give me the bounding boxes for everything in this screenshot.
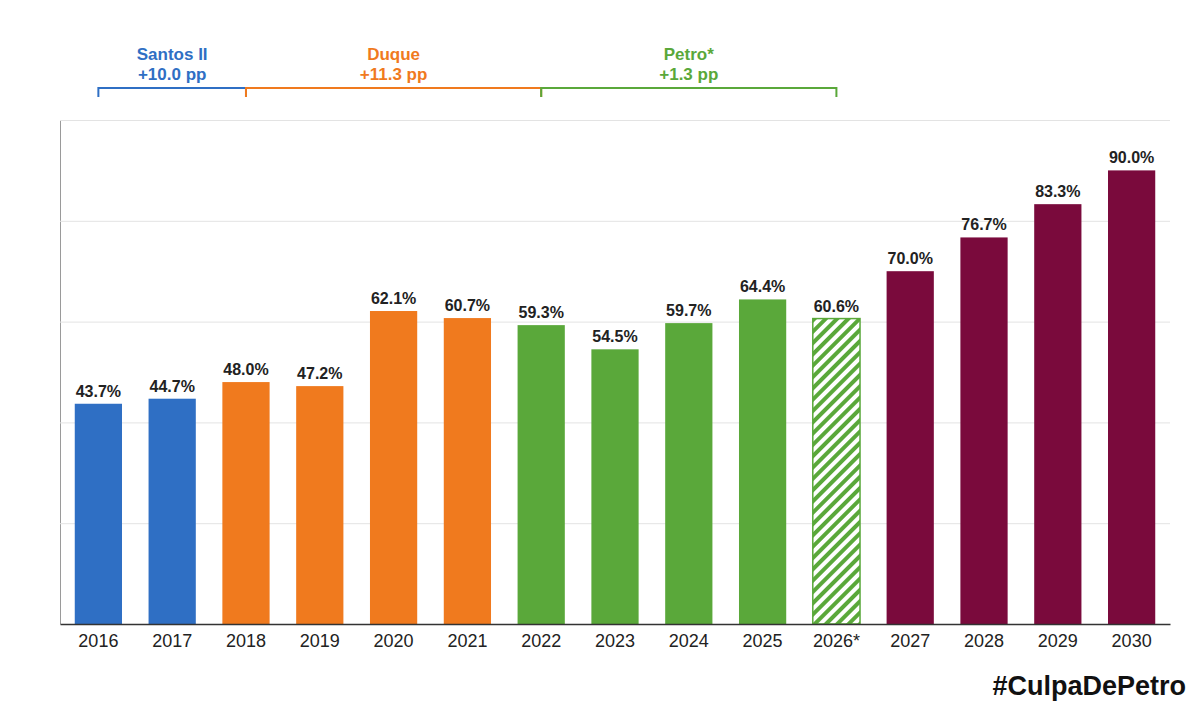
bars [75, 170, 1155, 624]
x-axis: 2016 2017 2018 2019 2020 2021 2022 2023 2024 2025… [61, 624, 1171, 651]
bar [444, 318, 491, 624]
bar [887, 271, 934, 624]
x-tick-label: 2020 [374, 631, 414, 651]
bar [960, 237, 1007, 624]
bracket-delta: +11.3 pp [360, 65, 428, 84]
x-tick: 2027 [890, 624, 930, 651]
x-tick: 2019 [300, 624, 340, 651]
x-tick-label: 2025 [743, 631, 783, 651]
bracket [246, 88, 541, 97]
bar [370, 311, 417, 624]
data-labels: 43.7% 44.7% 48.0% 47.2% 62.1% 60.7% 59.3% 54.5%… [76, 149, 1155, 399]
data-label: 54.5% [592, 328, 637, 345]
x-tick: 2023 [595, 624, 635, 651]
x-tick-label: 2022 [521, 631, 561, 651]
y-axis-line [61, 121, 1171, 625]
bar [75, 404, 122, 624]
y-tick [60, 624, 1170, 625]
data-label: 60.7% [445, 297, 490, 314]
x-tick: 2028 [964, 624, 1004, 651]
x-tick-label: 2019 [300, 631, 340, 651]
x-tick-label: 2023 [595, 631, 635, 651]
x-tick-label: 2021 [447, 631, 487, 651]
data-label: 60.6% [814, 298, 859, 315]
bar [518, 325, 565, 624]
x-tick: 2016 [78, 624, 118, 651]
hashtag: #CulpaDePetro [992, 671, 1186, 701]
bracket-title: Santos II [137, 45, 208, 64]
bar [665, 323, 712, 624]
annotations: Santos II+10.0 pp Duque+11.3 pp Petro*+1.3… [98, 45, 836, 97]
y-tick [60, 120, 1170, 121]
data-label: 76.7% [961, 216, 1006, 233]
x-tick-label: 2024 [669, 631, 709, 651]
bar [222, 382, 269, 624]
data-label: 59.7% [666, 302, 711, 319]
data-label: 70.0% [888, 250, 933, 267]
data-label: 64.4% [740, 278, 785, 295]
data-label: 43.7% [76, 383, 121, 400]
bar [813, 319, 860, 624]
x-tick-label: 2017 [152, 631, 192, 651]
x-tick-label: 2018 [226, 631, 266, 651]
data-label: 90.0% [1109, 149, 1154, 166]
x-tick-label: 2027 [890, 631, 930, 651]
x-tick: 2021 [447, 624, 487, 651]
x-tick-label: 2029 [1038, 631, 1078, 651]
bar [149, 399, 196, 624]
data-label: 44.7% [149, 378, 194, 395]
x-tick: 2022 [521, 624, 561, 651]
data-label: 59.3% [519, 304, 564, 321]
x-tick-label: 2026* [813, 631, 860, 651]
x-tick: 2020 [374, 624, 414, 651]
bracket-title: Petro* [664, 45, 714, 64]
data-label: 62.1% [371, 290, 416, 307]
x-tick: 2017 [152, 624, 192, 651]
data-label: 83.3% [1035, 183, 1080, 200]
x-tick-label: 2016 [78, 631, 118, 651]
x-axis-line [61, 624, 1171, 626]
x-tick-label: 2030 [1112, 631, 1152, 651]
x-tick: 2026* [813, 624, 860, 651]
bracket-title: Duque [367, 45, 420, 64]
x-tick: 2029 [1038, 624, 1078, 651]
x-tick: 2025 [743, 624, 783, 651]
bracket-delta: +10.0 pp [138, 65, 207, 84]
data-label: 48.0% [223, 361, 268, 378]
bar [591, 349, 638, 624]
x-tick: 2024 [669, 624, 709, 651]
bar [1034, 204, 1081, 624]
x-tick: 2018 [226, 624, 266, 651]
grid-line [60, 624, 1170, 625]
data-label: 47.2% [297, 365, 342, 382]
bar [1108, 170, 1155, 624]
y-axis [60, 121, 1170, 625]
bar [296, 386, 343, 624]
plot: 2016 2017 2018 2019 2020 2021 2022 2023 2024 2025… [60, 121, 1171, 651]
bracket-delta: +1.3 pp [659, 65, 718, 84]
x-tick-label: 2028 [964, 631, 1004, 651]
x-tick: 2030 [1112, 624, 1152, 651]
bracket [541, 88, 836, 97]
bracket [98, 88, 246, 97]
grid-line [60, 120, 1170, 121]
bar [739, 299, 786, 624]
